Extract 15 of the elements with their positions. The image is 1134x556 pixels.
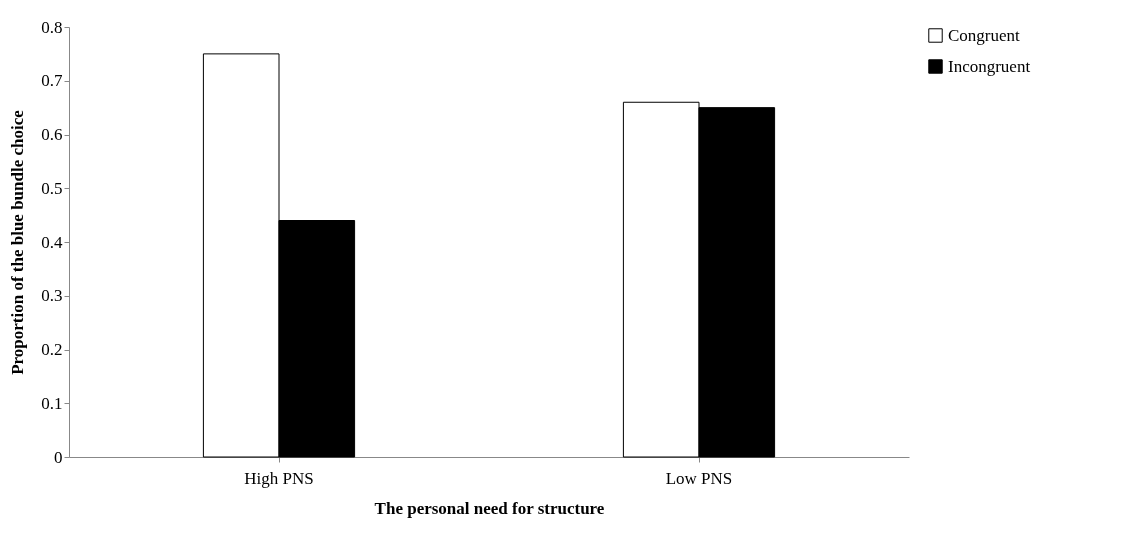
x-tick-label: Low PNS [665, 468, 733, 488]
y-tick-label: 0.8 [41, 17, 63, 37]
legend-label: Incongruent [948, 56, 1031, 76]
y-axis-title: Proportion of the blue bundle choice [8, 109, 28, 375]
y-tick-label: 0 [54, 447, 63, 467]
y-tick-label: 0.1 [41, 393, 63, 413]
y-tick-label: 0.3 [41, 286, 63, 306]
y-tick-label: 0.5 [41, 178, 63, 198]
legend-label: Congruent [948, 25, 1021, 45]
x-axis-title: The personal need for structure [374, 498, 605, 518]
y-tick-label: 0.2 [41, 340, 63, 359]
x-tick-label: High PNS [244, 468, 314, 488]
y-tick-label: 0.4 [41, 232, 63, 252]
y-tick-label: 0.7 [41, 71, 63, 91]
y-tick-label: 0.6 [41, 125, 63, 144]
